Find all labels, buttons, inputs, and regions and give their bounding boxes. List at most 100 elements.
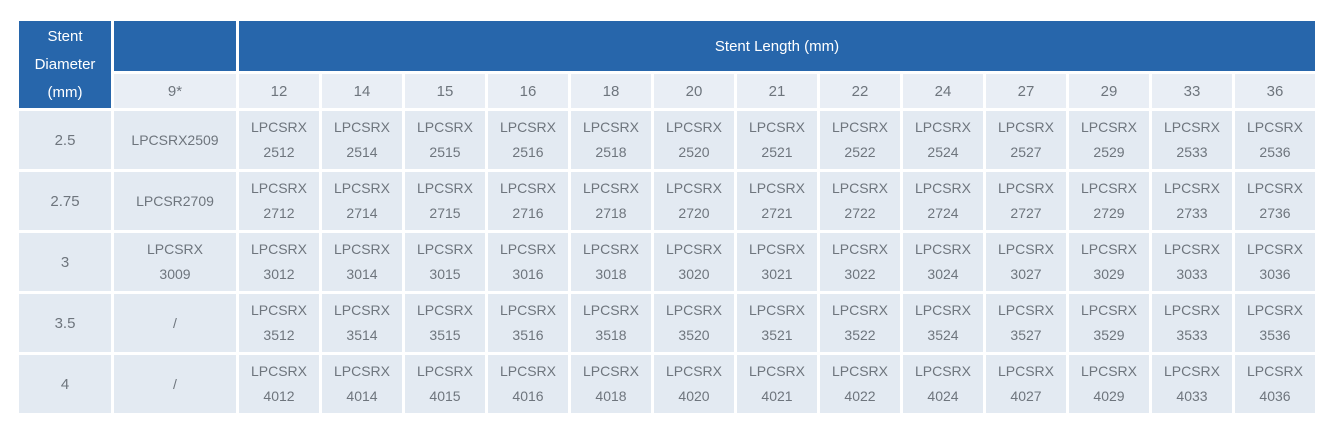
product-code-cell: LPCSRX 2716: [488, 172, 568, 230]
product-code-cell: LPCSRX 2529: [1069, 111, 1149, 169]
product-code-cell: LPCSRX 3020: [654, 233, 734, 291]
col-header-12: 12: [239, 74, 319, 108]
product-code-cell: LPCSRX 3514: [322, 294, 402, 352]
product-code-cell: LPCSRX 2729: [1069, 172, 1149, 230]
product-code-cell: LPCSRX 3536: [1235, 294, 1315, 352]
product-code-cell: LPCSRX 2714: [322, 172, 402, 230]
product-code-cell: LPCSRX 2514: [322, 111, 402, 169]
product-code-cell: LPCSRX 2520: [654, 111, 734, 169]
product-code-cell: LPCSRX 3027: [986, 233, 1066, 291]
product-code-cell: LPCSRX 4020: [654, 355, 734, 413]
diameter-cell: 4: [19, 355, 111, 413]
product-code-cell: LPCSRX 3516: [488, 294, 568, 352]
product-code-cell: LPCSRX 3022: [820, 233, 900, 291]
product-code-cell: LPCSRX 3522: [820, 294, 900, 352]
product-code-cell: LPCSRX 3014: [322, 233, 402, 291]
product-code-cell: LPCSRX 3009: [114, 233, 236, 291]
product-code-cell: LPCSR2709: [114, 172, 236, 230]
product-code-cell: LPCSRX 4036: [1235, 355, 1315, 413]
product-code-cell: /: [114, 355, 236, 413]
product-code-cell: LPCSRX 4024: [903, 355, 983, 413]
col-header-9: 9*: [114, 74, 236, 108]
product-code-cell: LPCSRX 2722: [820, 172, 900, 230]
product-code-cell: LPCSRX 3036: [1235, 233, 1315, 291]
product-code-cell: LPCSRX 3515: [405, 294, 485, 352]
empty-header-cell: [114, 21, 236, 71]
stent-size-table: Stent Diameter (mm) Stent Length (mm) 9*…: [16, 18, 1318, 416]
product-code-cell: LPCSRX 2522: [820, 111, 900, 169]
col-header-15: 15: [405, 74, 485, 108]
product-code-cell: LPCSRX 2524: [903, 111, 983, 169]
product-code-cell: LPCSRX 2521: [737, 111, 817, 169]
diameter-cell: 2.5: [19, 111, 111, 169]
product-code-cell: LPCSRX 2536: [1235, 111, 1315, 169]
product-code-cell: LPCSRX 3033: [1152, 233, 1232, 291]
product-code-cell: LPCSRX 3024: [903, 233, 983, 291]
col-header-24: 24: [903, 74, 983, 108]
product-code-cell: LPCSRX 3018: [571, 233, 651, 291]
product-code-cell: LPCSRX 2527: [986, 111, 1066, 169]
col-header-21: 21: [737, 74, 817, 108]
product-code-cell: LPCSRX 2516: [488, 111, 568, 169]
col-header-22: 22: [820, 74, 900, 108]
product-code-cell: LPCSRX 2727: [986, 172, 1066, 230]
product-code-cell: LPCSRX 3518: [571, 294, 651, 352]
product-code-cell: LPCSRX 3521: [737, 294, 817, 352]
product-code-cell: LPCSRX 2518: [571, 111, 651, 169]
product-code-cell: LPCSRX 3533: [1152, 294, 1232, 352]
table-row-diameter-3-5: 3.5 / LPCSRX 3512 LPCSRX 3514 LPCSRX 351…: [19, 294, 1315, 352]
stent-spec-page: Stent Diameter (mm) Stent Length (mm) 9*…: [16, 18, 1318, 416]
product-code-cell: /: [114, 294, 236, 352]
product-code-cell: LPCSRX 4015: [405, 355, 485, 413]
diameter-cell: 2.75: [19, 172, 111, 230]
col-header-16: 16: [488, 74, 568, 108]
product-code-cell: LPCSRX 3015: [405, 233, 485, 291]
product-code-cell: LPCSRX 2712: [239, 172, 319, 230]
diameter-cell: 3.5: [19, 294, 111, 352]
table-row-diameter-3: 3 LPCSRX 3009 LPCSRX 3012 LPCSRX 3014 LP…: [19, 233, 1315, 291]
product-code-cell: LPCSRX 2721: [737, 172, 817, 230]
product-code-cell: LPCSRX 2724: [903, 172, 983, 230]
product-code-cell: LPCSRX 2736: [1235, 172, 1315, 230]
product-code-cell: LPCSRX 3029: [1069, 233, 1149, 291]
product-code-cell: LPCSRX 4021: [737, 355, 817, 413]
product-code-cell: LPCSRX 4022: [820, 355, 900, 413]
product-code-cell: LPCSRX 4016: [488, 355, 568, 413]
product-code-cell: LPCSRX2509: [114, 111, 236, 169]
product-code-cell: LPCSRX 3520: [654, 294, 734, 352]
product-code-cell: LPCSRX 4012: [239, 355, 319, 413]
product-code-cell: LPCSRX 2515: [405, 111, 485, 169]
product-code-cell: LPCSRX 4014: [322, 355, 402, 413]
product-code-cell: LPCSRX 2718: [571, 172, 651, 230]
col-header-18: 18: [571, 74, 651, 108]
product-code-cell: LPCSRX 2720: [654, 172, 734, 230]
col-header-27: 27: [986, 74, 1066, 108]
product-code-cell: LPCSRX 4027: [986, 355, 1066, 413]
product-code-cell: LPCSRX 2715: [405, 172, 485, 230]
product-code-cell: LPCSRX 3527: [986, 294, 1066, 352]
table-row-diameter-4: 4 / LPCSRX 4012 LPCSRX 4014 LPCSRX 4015 …: [19, 355, 1315, 413]
product-code-cell: LPCSRX 2733: [1152, 172, 1232, 230]
col-header-14: 14: [322, 74, 402, 108]
product-code-cell: LPCSRX 3529: [1069, 294, 1149, 352]
product-code-cell: LPCSRX 4018: [571, 355, 651, 413]
stent-diameter-header: Stent Diameter (mm): [19, 21, 111, 108]
product-code-cell: LPCSRX 3021: [737, 233, 817, 291]
product-code-cell: LPCSRX 4029: [1069, 355, 1149, 413]
col-header-20: 20: [654, 74, 734, 108]
stent-length-header: Stent Length (mm): [239, 21, 1315, 71]
table-row-diameter-2-75: 2.75 LPCSR2709 LPCSRX 2712 LPCSRX 2714 L…: [19, 172, 1315, 230]
diameter-cell: 3: [19, 233, 111, 291]
product-code-cell: LPCSRX 3512: [239, 294, 319, 352]
product-code-cell: LPCSRX 4033: [1152, 355, 1232, 413]
product-code-cell: LPCSRX 3524: [903, 294, 983, 352]
col-header-33: 33: [1152, 74, 1232, 108]
product-code-cell: LPCSRX 2512: [239, 111, 319, 169]
col-header-36: 36: [1235, 74, 1315, 108]
product-code-cell: LPCSRX 3012: [239, 233, 319, 291]
product-code-cell: LPCSRX 3016: [488, 233, 568, 291]
table-row-diameter-2-5: 2.5 LPCSRX2509 LPCSRX 2512 LPCSRX 2514 L…: [19, 111, 1315, 169]
header-row-lengths: 9* 12 14 15 16 18 20 21 22 24 27 29 33 3…: [19, 74, 1315, 108]
header-row-top: Stent Diameter (mm) Stent Length (mm): [19, 21, 1315, 108]
col-header-29: 29: [1069, 74, 1149, 108]
